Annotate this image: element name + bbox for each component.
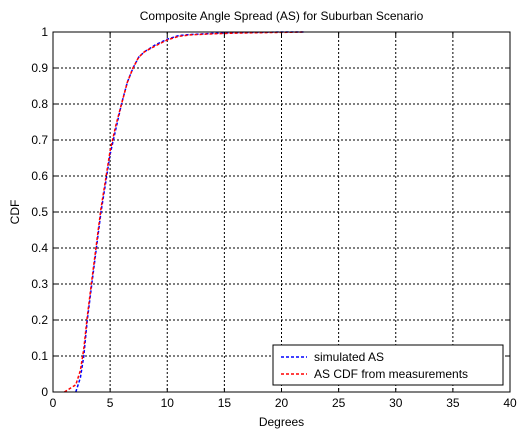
y-axis-label: CDF	[8, 200, 22, 225]
plot-area: 0 5 10 15 20 25 30 35 40 0 0.1 0.2 0.3 0.4 0.5 0.6 0.7 0.…	[31, 25, 517, 410]
y-tick-label: 0.4	[31, 241, 48, 255]
chart-title: Composite Angle Spread (AS) for Suburban…	[140, 9, 424, 23]
legend-label-2: AS CDF from measurements	[314, 367, 468, 381]
legend-box	[272, 344, 504, 386]
x-tick-label: 15	[218, 396, 232, 410]
y-tick-label: 0.1	[31, 349, 48, 363]
x-tick-label: 0	[50, 396, 57, 410]
x-tick-label: 10	[161, 396, 175, 410]
y-tick-label: 1	[41, 25, 48, 39]
y-tick-label: 0.9	[31, 61, 48, 75]
x-tick-label: 20	[275, 396, 289, 410]
legend-label-1: simulated AS	[314, 350, 384, 364]
legend: simulated AS AS CDF from measurements	[272, 344, 504, 386]
series-line-2	[63, 31, 305, 393]
x-tick-label: 35	[446, 396, 460, 410]
x-axis-label: Degrees	[259, 415, 304, 429]
y-tick-label: 0.7	[31, 133, 48, 147]
y-tick-label: 0.8	[31, 97, 48, 111]
x-tick-label: 5	[107, 396, 114, 410]
y-tick-label: 0.5	[31, 205, 48, 219]
x-tick-label: 40	[503, 396, 517, 410]
x-tick-label: 25	[332, 396, 346, 410]
y-tick-label: 0	[41, 385, 48, 399]
y-tick-label: 0.2	[31, 313, 48, 327]
x-tick-label: 30	[389, 396, 403, 410]
y-tick-label: 0.3	[31, 277, 48, 291]
y-tick-label: 0.6	[31, 169, 48, 183]
